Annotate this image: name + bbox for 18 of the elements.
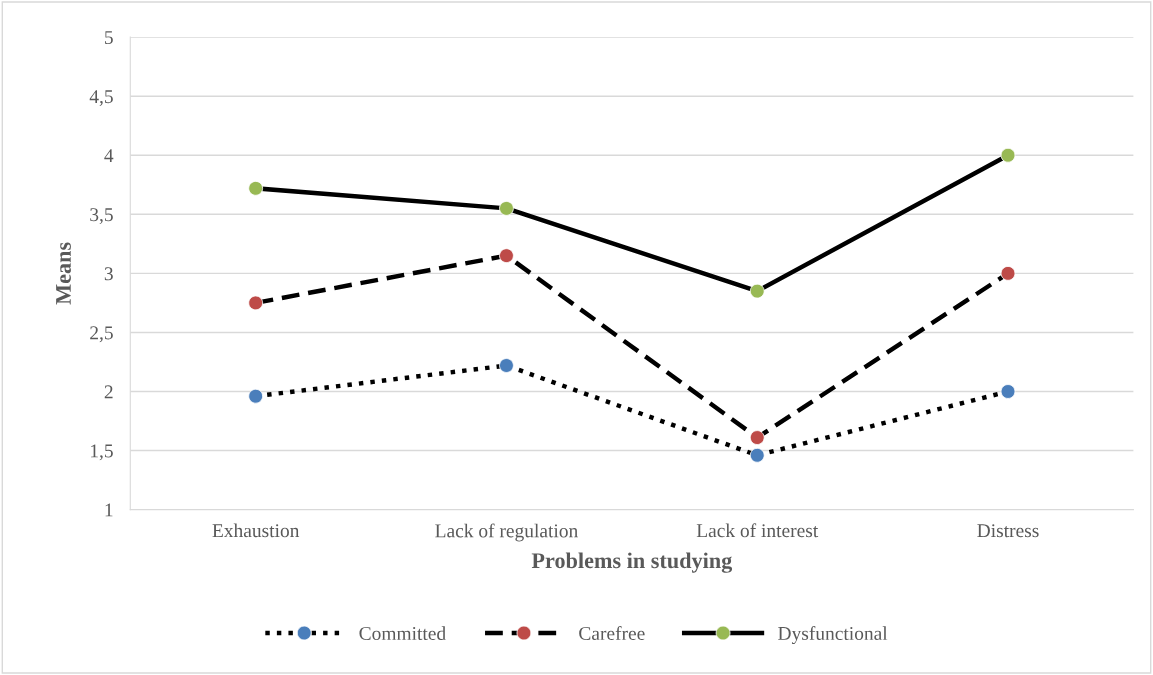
x-tick-label: Lack of regulation	[435, 523, 578, 542]
legend-label: Carefree	[579, 626, 645, 640]
y-tick-label: 2	[104, 385, 113, 399]
y-tick-label: 1,5	[91, 444, 113, 461]
y-axis-title: Means	[56, 242, 71, 305]
y-tick-label: 2,5	[90, 326, 113, 343]
y-tick-label: 1	[105, 503, 113, 517]
y-tick-label: 4	[104, 149, 114, 162]
legend-label: Committed	[359, 626, 446, 640]
x-axis-title: Problems in studying	[531, 552, 733, 573]
legend-label: Dysfunctional	[778, 626, 888, 644]
x-tick-label: Exhaustion	[212, 523, 300, 538]
y-tick-label: 4,5	[89, 90, 113, 106]
y-tick-label: 5	[105, 31, 113, 45]
x-tick-label: Distress	[977, 524, 1039, 538]
y-tick-label: 3,5	[90, 208, 113, 225]
x-tick-label: Lack of interest	[696, 523, 819, 538]
y-tick-label: 3	[104, 267, 113, 281]
